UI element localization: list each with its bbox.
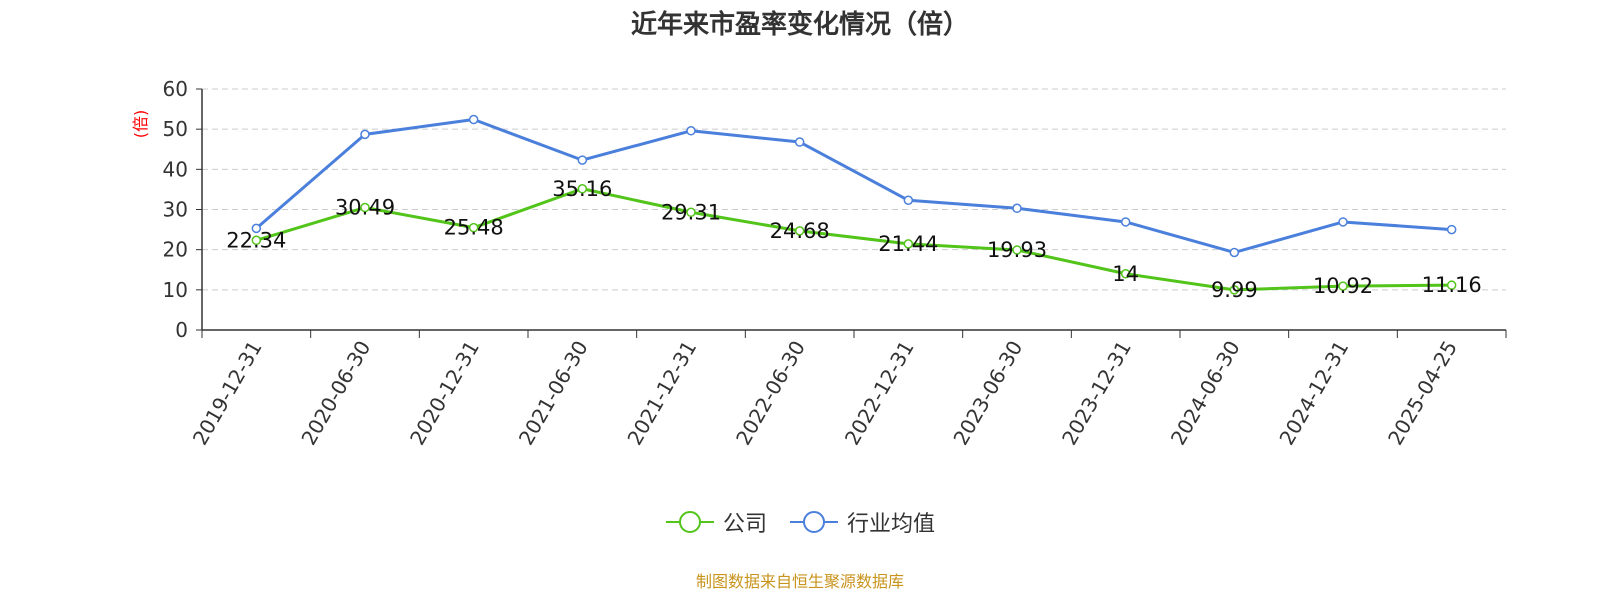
data-point xyxy=(360,129,370,140)
data-label: 21.44 xyxy=(878,232,938,256)
data-point xyxy=(1012,203,1022,214)
x-tick-label: 2022-12-31 xyxy=(840,336,919,449)
data-point xyxy=(903,239,914,249)
data-point xyxy=(1229,247,1240,258)
data-point xyxy=(686,207,696,218)
series-line xyxy=(255,118,1452,254)
legend: 公司 行业均值 xyxy=(0,506,1600,538)
data-label: 14 xyxy=(1112,262,1139,286)
legend-item[interactable]: 公司 xyxy=(665,506,767,538)
y-tick-label: 0 xyxy=(175,318,188,342)
data-point xyxy=(686,126,696,136)
data-point xyxy=(577,155,588,165)
data-label: 35.16 xyxy=(552,177,612,201)
x-tick-label: 2020-06-30 xyxy=(296,337,375,450)
data-point xyxy=(1446,280,1457,290)
series-line xyxy=(255,187,1452,292)
x-tick-label: 2025-04-25 xyxy=(1383,337,1462,450)
x-tick-label: 2024-12-31 xyxy=(1274,337,1353,450)
y-tick-label: 40 xyxy=(163,157,188,181)
data-label: 25.48 xyxy=(444,216,504,240)
data-point xyxy=(794,226,805,236)
y-axis-label: (倍) xyxy=(131,110,150,139)
x-tick-label: 2020-12-31 xyxy=(405,336,484,449)
data-point xyxy=(1120,269,1131,279)
data-point xyxy=(468,114,479,125)
data-label: 19.93 xyxy=(987,238,1047,262)
x-tick-label: 2024-06-30 xyxy=(1166,337,1245,450)
data-point xyxy=(251,223,262,234)
x-tick-label: 2023-06-30 xyxy=(948,337,1027,450)
data-point xyxy=(903,195,914,206)
legend-label: 公司 xyxy=(722,512,767,537)
x-tick-label: 2022-06-30 xyxy=(731,337,810,450)
source-note: 制图数据来自恒生聚源数据库 xyxy=(695,572,904,591)
legend-marker-icon xyxy=(665,511,714,533)
data-point xyxy=(577,184,588,194)
data-point xyxy=(1446,224,1457,235)
legend-circle xyxy=(803,511,825,533)
data-point xyxy=(360,202,370,213)
x-tick-label: 2021-12-31 xyxy=(622,337,701,450)
data-label: 24.68 xyxy=(770,219,830,243)
legend-item[interactable]: 行业均值 xyxy=(789,506,935,538)
data-point xyxy=(1120,217,1131,227)
x-tick-label: 2019-12-31 xyxy=(188,337,267,450)
y-tick-label: 50 xyxy=(163,117,188,141)
x-tick-label: 2021-06-30 xyxy=(514,337,593,450)
data-point xyxy=(251,235,262,246)
series-lines xyxy=(251,114,1457,295)
data-labels: 22.34 30.49 25.48 35.16 29.31 24.68 21.44 19.93… xyxy=(226,177,1481,302)
y-tick-label: 10 xyxy=(163,278,188,302)
legend-circle xyxy=(678,511,701,533)
data-point xyxy=(1012,245,1022,255)
data-point xyxy=(794,137,805,147)
data-label: 9.99 xyxy=(1211,278,1258,302)
data-point xyxy=(1229,285,1240,295)
legend-label: 行业均值 xyxy=(847,512,936,537)
data-label: 30.49 xyxy=(335,196,395,220)
x-tick-label: 2023-12-31 xyxy=(1057,337,1136,450)
y-tick-label: 30 xyxy=(163,198,188,222)
legend-marker-icon xyxy=(790,511,838,533)
data-point xyxy=(468,222,479,233)
data-point xyxy=(1338,217,1348,227)
data-label: 22.34 xyxy=(226,228,286,252)
data-label: 29.31 xyxy=(661,200,721,224)
data-label: 10.92 xyxy=(1313,274,1373,298)
grid-lines xyxy=(202,88,1506,291)
data-point xyxy=(1338,281,1348,291)
y-tick-label: 20 xyxy=(163,238,188,262)
chart-title: 近年来市盈率变化情况（倍） xyxy=(630,10,969,40)
data-label: 11.16 xyxy=(1422,273,1482,297)
y-tick-label: 60 xyxy=(163,77,188,101)
